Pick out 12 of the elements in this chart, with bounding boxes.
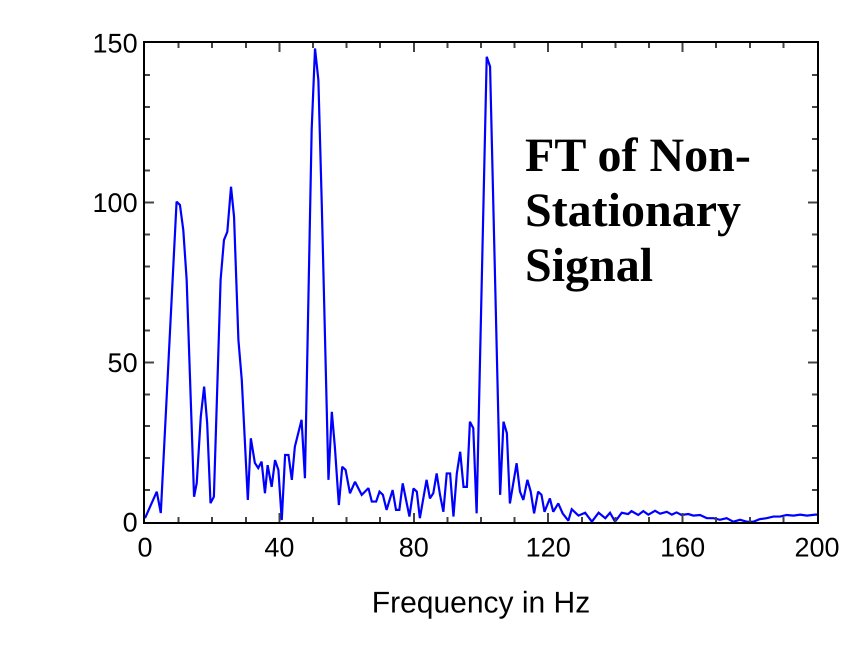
x-tick-label: 120 [526,532,571,562]
y-tick-label: 100 [92,188,138,218]
y-tick-label: 50 [108,348,138,378]
x-tick-label: 200 [794,532,840,562]
y-tick-label: 150 [92,28,138,58]
x-axis-title: Frequency in Hz [372,586,590,620]
y-tick-label: 0 [122,507,138,538]
text: FT of Non-Stationary Signal [525,128,752,294]
x-tick-label: 160 [660,532,706,562]
line-series [145,47,817,522]
x-tick-label: 80 [398,532,429,562]
x-tick-label: 40 [264,532,294,562]
